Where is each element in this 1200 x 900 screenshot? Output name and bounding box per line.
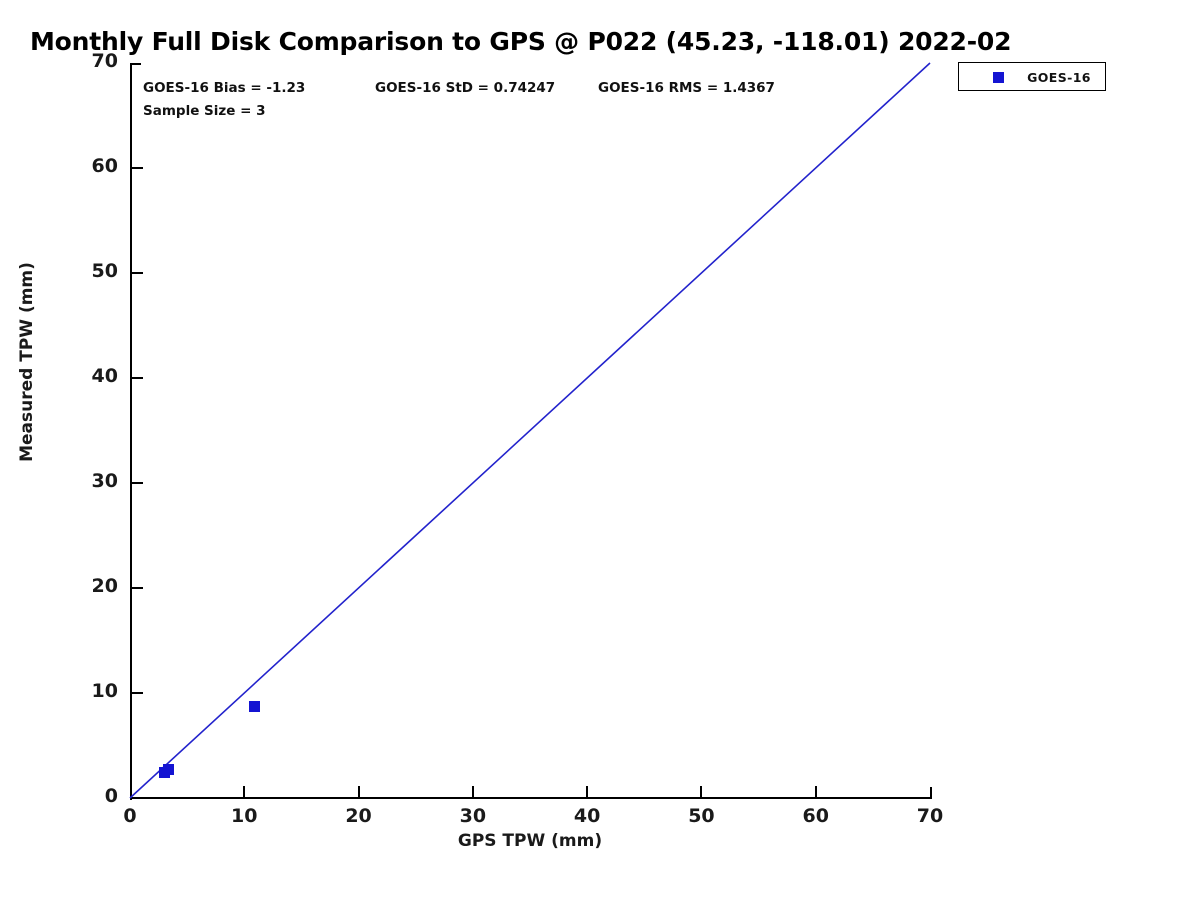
x-axis-tick-label: 10: [231, 805, 258, 827]
y-axis-label: Measured TPW (mm): [17, 262, 37, 462]
data-point-marker: [163, 764, 175, 776]
x-axis-tick-label: 70: [916, 805, 944, 827]
x-axis-tick: [586, 786, 589, 797]
x-axis-tick: [357, 786, 360, 797]
y-axis-tick-label: 40: [91, 365, 118, 387]
legend-marker-goes-16: [993, 72, 1004, 83]
y-axis-tick-label: 70: [91, 50, 118, 72]
y-axis-tick: [132, 272, 143, 274]
x-axis-tick: [243, 786, 246, 797]
one-to-one-reference-line: [129, 62, 931, 799]
x-axis-tick: [471, 786, 474, 797]
y-axis-tick-label: 30: [91, 470, 118, 492]
y-axis-tick: [132, 482, 143, 484]
y-axis-tick: [132, 692, 143, 694]
y-axis-tick: [132, 377, 143, 379]
stat-rms-label: GOES-16 RMS = 1.4367: [598, 80, 775, 96]
page-title: Monthly Full Disk Comparison to GPS @ P0…: [30, 27, 1012, 56]
stat-std-label: GOES-16 StD = 0.74247: [375, 80, 556, 96]
x-axis-tick: [814, 786, 817, 797]
x-axis-label: GPS TPW (mm): [457, 831, 603, 851]
x-axis-tick-label: 20: [345, 805, 372, 827]
y-axis-tick: [132, 587, 143, 589]
x-axis-tick-label: 0: [123, 805, 137, 827]
y-axis-tick-label: 0: [104, 785, 118, 807]
legend-box[interactable]: GOES-16: [958, 62, 1106, 91]
y-axis-tick-label: 50: [91, 260, 118, 282]
x-axis-tick: [700, 786, 703, 797]
y-axis-tick-label: 60: [91, 155, 118, 177]
x-axis-right-tick: [930, 787, 932, 798]
y-axis-tick-label: 20: [91, 575, 118, 597]
x-axis-tick-label: 50: [688, 805, 715, 827]
stat-sample-size-label: Sample Size = 3: [143, 103, 266, 119]
x-axis-tick-label: 60: [802, 805, 829, 827]
y-axis-line: [130, 63, 132, 800]
plot-area: [129, 62, 931, 799]
x-axis-line: [130, 797, 932, 799]
x-axis-tick-label: 40: [573, 805, 601, 827]
y-axis-tick-label: 10: [91, 680, 118, 702]
x-axis-tick-label: 30: [459, 805, 487, 827]
legend-label-goes-16: GOES-16: [1027, 70, 1091, 85]
y-axis-top-tick: [130, 63, 141, 65]
y-axis-tick: [132, 167, 143, 169]
data-point-marker: [249, 701, 261, 713]
y-axis-tick: [132, 797, 143, 799]
stat-bias-label: GOES-16 Bias = -1.23: [143, 80, 306, 96]
